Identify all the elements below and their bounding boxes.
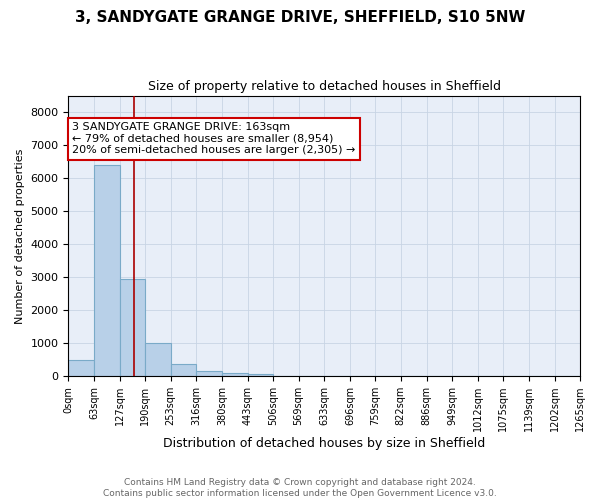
Bar (248, 374, 273, 376)
Text: 3, SANDYGATE GRANGE DRIVE, SHEFFIELD, S10 5NW: 3, SANDYGATE GRANGE DRIVE, SHEFFIELD, S1… (75, 10, 525, 25)
Bar (120, 279, 145, 376)
Bar (171, 364, 196, 376)
Text: 3 SANDYGATE GRANGE DRIVE: 163sqm
← 79% of detached houses are smaller (8,954)
20: 3 SANDYGATE GRANGE DRIVE: 163sqm ← 79% o… (73, 122, 356, 155)
Bar (196, 370, 222, 376)
Bar (94, 165, 120, 376)
Bar (68, 360, 94, 376)
Title: Size of property relative to detached houses in Sheffield: Size of property relative to detached ho… (148, 80, 501, 93)
Text: Contains HM Land Registry data © Crown copyright and database right 2024.
Contai: Contains HM Land Registry data © Crown c… (103, 478, 497, 498)
Y-axis label: Number of detached properties: Number of detached properties (15, 148, 25, 324)
Bar (145, 343, 171, 376)
X-axis label: Distribution of detached houses by size in Sheffield: Distribution of detached houses by size … (163, 437, 485, 450)
Bar (222, 373, 248, 376)
